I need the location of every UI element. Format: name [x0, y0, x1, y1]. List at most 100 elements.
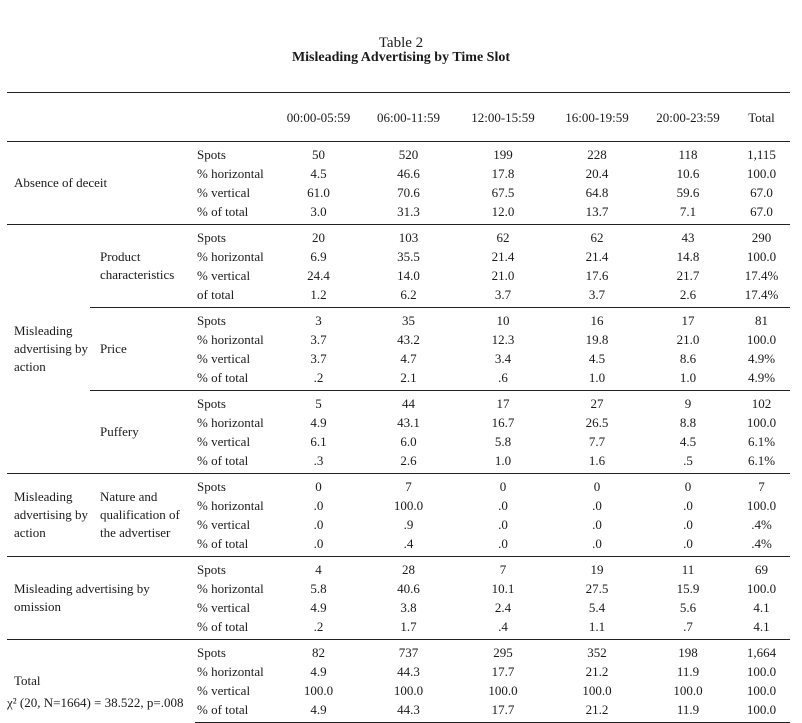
value-cell: 100.0 [746, 683, 777, 698]
column-header: 12:00-15:59 [455, 92, 551, 142]
value-cell: 3.4 [494, 351, 512, 366]
value-cell: 81 [733, 307, 790, 330]
column-header: 20:00-23:59 [643, 92, 733, 142]
value-cell: 11 [643, 556, 733, 579]
value-cell: 27 [551, 390, 643, 413]
table-row: Puffery Spots 5 44 17 27 9 102 [7, 390, 790, 474]
value-cell: 35.5 [397, 249, 420, 264]
value-cell: .0 [683, 498, 693, 513]
column-header: Total [733, 92, 790, 142]
value-cell: .9 [403, 517, 414, 532]
column-header: 06:00-11:59 [362, 92, 455, 142]
value-cell: 67.5 [491, 185, 515, 200]
measure-label: % vertical [197, 600, 251, 615]
value-cell: 69 [733, 556, 790, 579]
value-cell: 7.1 [679, 204, 697, 219]
value-cell: 14.0 [397, 268, 420, 283]
value-cell: 4.9 [310, 415, 327, 430]
value-cell: 737 [362, 639, 455, 662]
value-cell: 43.1 [397, 415, 420, 430]
table-row: % vertical 4.9 3.8 2.4 5.4 5.6 4.1 [7, 598, 790, 617]
measure-label: Spots [195, 224, 275, 247]
measure-label: % vertical [197, 185, 251, 200]
table-body: Absence of deceit Spots 50 520 199 228 118 1,11… [7, 141, 790, 723]
value-cell: 100.0 [746, 415, 777, 430]
value-cell: 10.1 [491, 581, 515, 596]
table-row: % vertical 6.1 6.0 5.8 7.7 4.5 6.1% [7, 432, 790, 451]
value-cell: 21.4 [585, 249, 609, 264]
group-label: Misleading advertising by action [7, 224, 90, 474]
value-cell: 2.6 [400, 453, 417, 468]
measure-label: % of total [197, 453, 249, 468]
value-cell: 26.5 [585, 415, 609, 430]
value-cell: .0 [498, 498, 508, 513]
table-row: % horizontal 4.9 44.3 17.7 21.2 11.9 100.0 [7, 662, 790, 681]
value-cell: 64.8 [585, 185, 609, 200]
value-cell: 17.8 [491, 166, 515, 181]
value-cell: .2 [313, 619, 324, 634]
value-cell: 0 [551, 473, 643, 496]
table-row: Total Spots 82 737 295 352 198 1,664 [7, 639, 790, 723]
value-cell: 6.1 [310, 434, 327, 449]
table-row: % vertical 100.0 100.0 100.0 100.0 100.0 100.0 [7, 681, 790, 700]
table-row: % vertical 3.7 4.7 3.4 4.5 8.6 4.9% [7, 349, 790, 368]
value-cell: .0 [313, 498, 324, 513]
value-cell: 103 [362, 224, 455, 247]
measure-label: % vertical [197, 517, 251, 532]
value-cell: 4.1 [753, 619, 770, 634]
value-cell: 61.0 [307, 185, 330, 200]
table-row: % horizontal 3.7 43.2 12.3 19.8 21.0 100.0 [7, 330, 790, 349]
measure-label: of total [197, 287, 235, 302]
table-row: Misleading advertising by action Product … [7, 224, 790, 474]
value-cell: 17.6 [585, 268, 609, 283]
group-label: Absence of deceit [7, 141, 195, 225]
value-cell: 27.5 [585, 581, 609, 596]
group-label: Misleading advertising by omission [7, 556, 195, 640]
measure-label: % of total [195, 700, 275, 723]
value-cell: .4 [403, 536, 414, 551]
value-cell: 4.9 [310, 664, 327, 679]
table-row: % vertical .0 .9 .0 .0 .0 .4% [7, 515, 790, 534]
column-header: 16:00-19:59 [551, 92, 643, 142]
value-cell: 1.6 [588, 453, 606, 468]
value-cell: 4.9% [747, 351, 776, 366]
value-cell: .0 [592, 517, 602, 532]
value-cell: 10 [455, 307, 551, 330]
value-cell: .4% [751, 517, 772, 532]
measure-label: % horizontal [197, 166, 264, 181]
value-cell: .7 [683, 619, 693, 634]
value-cell: 4.1 [753, 600, 770, 615]
value-cell: 21.0 [491, 268, 515, 283]
value-cell: 0 [455, 473, 551, 496]
value-cell: 3.8 [400, 600, 417, 615]
value-cell: 2.1 [400, 370, 417, 385]
value-cell: 4.5 [679, 434, 697, 449]
value-cell: 3.0 [310, 204, 327, 219]
value-cell: 3.7 [494, 287, 512, 302]
value-cell: 100.0 [488, 683, 518, 698]
value-cell: 4 [275, 556, 362, 579]
value-cell: 8.8 [679, 415, 697, 430]
measure-label: % of total [197, 204, 249, 219]
value-cell: .0 [313, 536, 324, 551]
value-cell: 16 [551, 307, 643, 330]
value-cell: 199 [455, 141, 551, 164]
measure-label: Spots [195, 390, 275, 413]
value-cell: 520 [362, 141, 455, 164]
table-row: % horizontal .0 100.0 .0 .0 .0 100.0 [7, 496, 790, 515]
group-label: Total [7, 639, 195, 723]
value-cell: 17 [455, 390, 551, 413]
table-row: Price Spots 3 35 10 16 17 81 [7, 307, 790, 391]
value-cell: 17.7 [455, 700, 551, 723]
value-cell: 7 [362, 473, 455, 496]
table-row: % horizontal 5.8 40.6 10.1 27.5 15.9 100.0 [7, 579, 790, 598]
value-cell: 118 [643, 141, 733, 164]
value-cell: 4.9 [310, 600, 327, 615]
measure-label: % horizontal [197, 664, 264, 679]
value-cell: 44 [362, 390, 455, 413]
value-cell: 21.4 [491, 249, 515, 264]
measure-label: % horizontal [197, 581, 264, 596]
value-cell: 6.0 [400, 434, 417, 449]
value-cell: .0 [498, 536, 508, 551]
table-row: % horizontal 4.9 43.1 16.7 26.5 8.8 100.0 [7, 413, 790, 432]
